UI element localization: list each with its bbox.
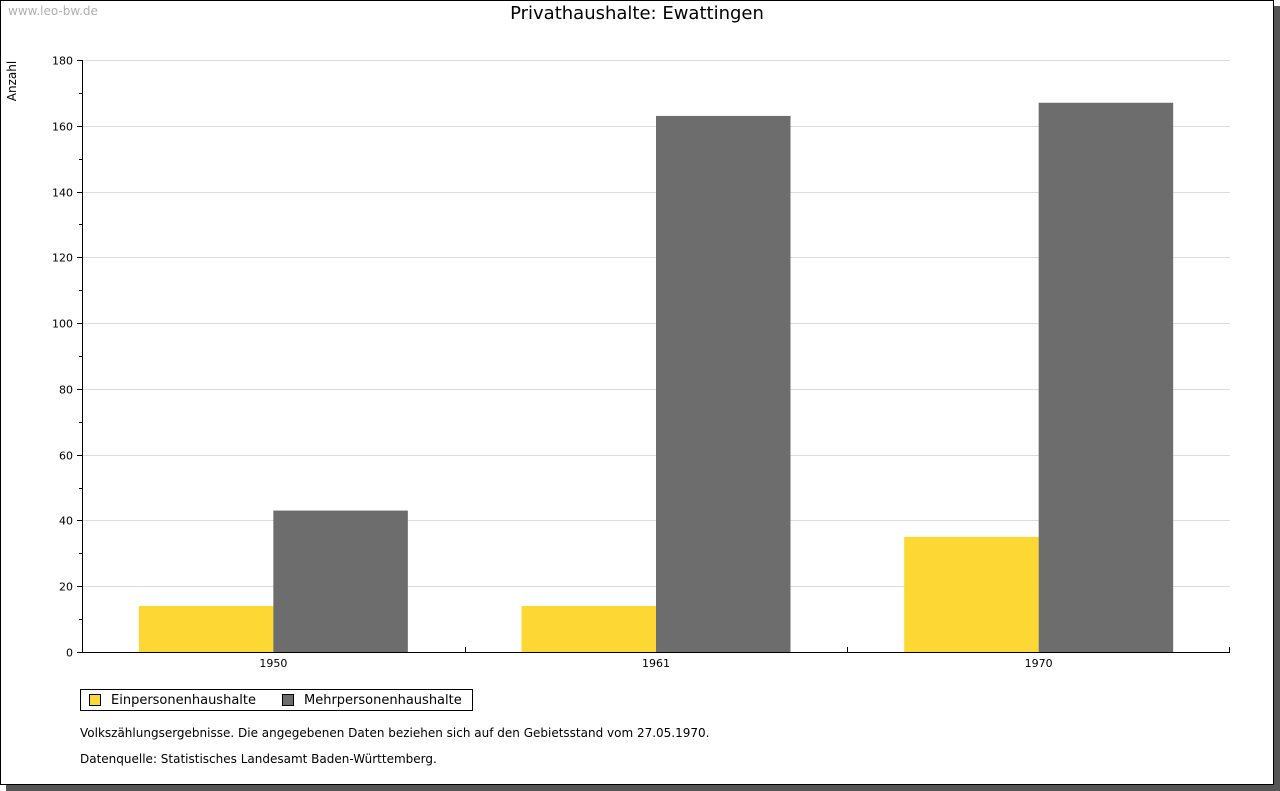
frame-shadow-right <box>1274 6 1280 791</box>
x-tick-label: 1950 <box>259 657 287 670</box>
legend-swatch-einpersonen <box>89 694 101 706</box>
y-tick-label: 40 <box>59 515 73 528</box>
y-tick-label: 160 <box>52 121 73 134</box>
x-tick-label: 1970 <box>1025 657 1053 670</box>
bar <box>656 115 791 652</box>
y-axis-label: Anzahl <box>5 61 19 101</box>
legend-item-mehrpersonen: Mehrpersonenhaushalte <box>282 693 462 708</box>
chart-title: Privathaushalte: Ewattingen <box>510 3 764 24</box>
watermark: www.leo-bw.de <box>8 4 98 18</box>
y-tick-label: 0 <box>66 647 73 660</box>
legend-swatch-mehrpersonen <box>282 694 294 706</box>
legend-item-einpersonen: Einpersonenhaushalte <box>89 693 256 708</box>
y-tick-label: 120 <box>52 252 73 265</box>
y-tick-label: 60 <box>59 450 73 463</box>
frame-shadow-bottom <box>6 785 1280 791</box>
x-tick-label: 1961 <box>642 657 670 670</box>
data-source-note: Datenquelle: Statistisches Landesamt Bad… <box>80 752 437 766</box>
legend: Einpersonenhaushalte Mehrpersonenhaushal… <box>80 689 473 711</box>
y-tick-label: 140 <box>52 187 73 200</box>
bar <box>1038 102 1174 652</box>
y-tick-label: 100 <box>52 318 73 331</box>
bar <box>273 510 408 652</box>
census-note: Volkszählungsergebnisse. Die angegebenen… <box>80 726 710 740</box>
bar <box>904 536 1039 652</box>
axes: 0 20 40 60 80 100 120 140 160 180 1950 1961 1970 <box>52 55 1230 670</box>
legend-label-einpersonen: Einpersonenhaushalte <box>111 692 256 708</box>
bar <box>521 605 656 652</box>
bars <box>138 102 1174 652</box>
legend-label-mehrpersonen: Mehrpersonenhaushalte <box>304 692 462 708</box>
y-tick-label: 20 <box>59 581 73 594</box>
bar <box>138 605 274 652</box>
y-tick-label: 180 <box>52 55 73 68</box>
y-tick-label: 80 <box>59 384 73 397</box>
